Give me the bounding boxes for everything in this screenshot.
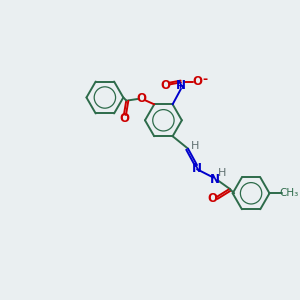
Text: H: H — [218, 168, 226, 178]
Text: N: N — [210, 172, 220, 185]
Text: O: O — [161, 80, 171, 92]
Text: O: O — [207, 192, 218, 205]
Text: O: O — [137, 92, 147, 106]
Text: CH₃: CH₃ — [280, 188, 299, 198]
Text: N: N — [176, 79, 186, 92]
Text: +: + — [176, 80, 183, 89]
Text: N: N — [192, 162, 202, 176]
Text: O: O — [192, 75, 202, 88]
Text: O: O — [119, 112, 129, 125]
Text: -: - — [202, 74, 207, 86]
Text: H: H — [190, 141, 199, 151]
